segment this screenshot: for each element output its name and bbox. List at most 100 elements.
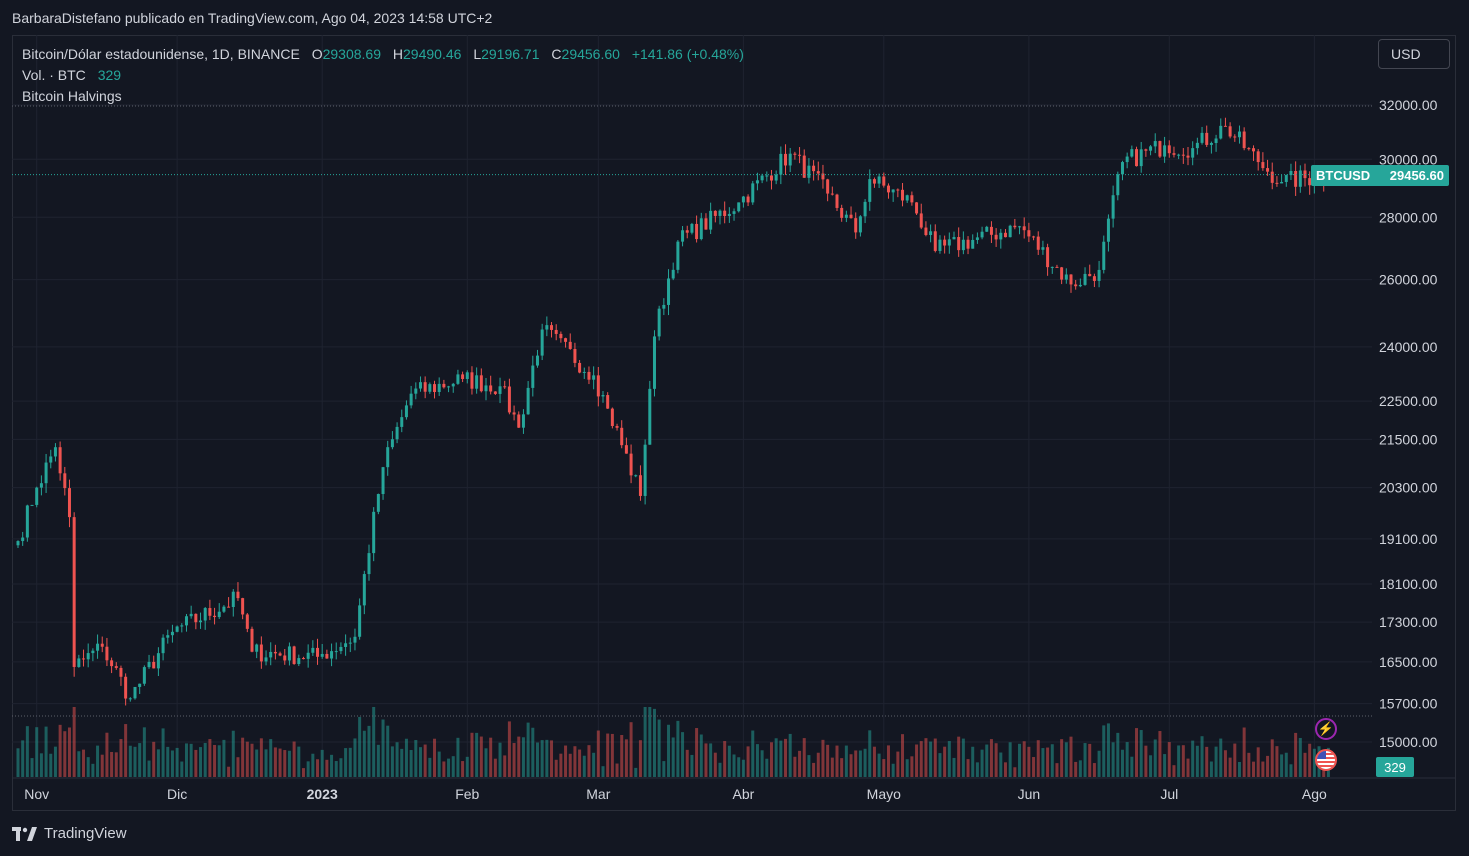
candle-body (404, 405, 408, 418)
candle-body (929, 231, 933, 235)
volume-bar (947, 741, 951, 777)
candle-body (634, 475, 638, 477)
volume-bar (854, 750, 858, 777)
candle-body (849, 214, 853, 219)
volume-bar (568, 753, 572, 777)
volume-bar (765, 758, 769, 777)
volume-bar (222, 739, 226, 777)
volume-bar (858, 750, 862, 777)
candle-body (451, 383, 455, 387)
volume-bar (110, 751, 114, 777)
candle-body (1242, 131, 1246, 149)
volume-bar (404, 738, 408, 777)
volume-bar (1219, 738, 1223, 777)
candle-body (938, 239, 942, 251)
volume-bar (1228, 757, 1232, 777)
volume-bar (587, 745, 591, 777)
volume-bar (676, 720, 680, 777)
volume-bar (241, 737, 245, 777)
candle-body (802, 155, 806, 178)
volume-bar (695, 728, 699, 777)
price-chart[interactable]: 32000.00 30000.00 28000.00 26000.00 24000.00… (12, 35, 1456, 811)
volume-bar (1027, 746, 1031, 777)
volume-bar (1312, 748, 1316, 777)
candle-body (559, 333, 563, 339)
candle-body (667, 278, 671, 305)
candle-body (985, 226, 989, 232)
volume-bar (82, 749, 86, 777)
volume-bar (662, 761, 666, 777)
volume-bar (1195, 745, 1199, 777)
candle-body (774, 174, 778, 181)
volume-bar (386, 725, 390, 777)
candle-body (381, 467, 385, 495)
candle-body (826, 179, 830, 194)
candle-body (540, 329, 544, 356)
candle-body (320, 653, 324, 657)
volume-bar (334, 761, 338, 777)
candle-body (765, 175, 769, 177)
candle-body (128, 698, 132, 700)
candle-body (100, 643, 104, 647)
volume-bar (414, 740, 418, 777)
volume-bar (924, 738, 928, 777)
candle-body (531, 365, 535, 388)
price-label-value: 29456.60 (1389, 168, 1444, 183)
legend-indicator[interactable]: Bitcoin Halvings (22, 88, 122, 104)
legend-volume-label[interactable]: Vol. · BTC (22, 67, 86, 83)
x-tick-label: Abr (733, 786, 755, 802)
candle-body (91, 650, 95, 654)
volume-bar (1111, 742, 1115, 777)
candle-body (709, 210, 713, 230)
candle-body (854, 218, 858, 233)
volume-bar (1050, 744, 1054, 777)
candle-body (456, 374, 460, 384)
volume-bar (39, 753, 43, 777)
y-tick-label: 24000.00 (1379, 339, 1438, 355)
volume-bar (409, 750, 413, 777)
candle-body (695, 223, 699, 240)
volume-bar (821, 739, 825, 777)
volume-bar (671, 737, 675, 777)
volume-bar (961, 738, 965, 777)
volume-bar (545, 739, 549, 777)
candle-body (1275, 182, 1279, 184)
volume-bar (339, 758, 343, 777)
legend-symbol[interactable]: Bitcoin/Dólar estadounidense, 1D, BINANC… (22, 46, 300, 62)
candle-body (1125, 156, 1129, 163)
y-tick-label: 21500.00 (1379, 431, 1438, 447)
candle-body (1097, 269, 1101, 281)
volume-bar (1247, 752, 1251, 777)
volume-bar (86, 757, 90, 777)
candle-body (1050, 266, 1054, 268)
candle-body (489, 385, 493, 392)
legend-open: 29308.69 (322, 46, 381, 62)
candle-body (1294, 170, 1298, 187)
tradingview-logo[interactable]: TradingView (12, 825, 127, 842)
candle-body (620, 427, 624, 446)
flash-icon[interactable]: ⚡ (1315, 718, 1337, 740)
candle-body (287, 646, 291, 661)
candle-body (568, 341, 572, 349)
us-flag-icon[interactable] (1315, 749, 1337, 771)
volume-bar (1237, 761, 1241, 777)
volume-bar (685, 749, 689, 777)
volume-bar (877, 753, 881, 777)
candle-body (681, 230, 685, 242)
candle-body (952, 237, 956, 240)
candle-body (273, 651, 277, 654)
candle-body (980, 231, 984, 238)
candle-body (517, 414, 521, 428)
volume-bar (273, 747, 277, 777)
candle-body (353, 636, 357, 643)
volume-bar (1092, 763, 1096, 777)
volume-bar (933, 738, 937, 777)
volume-bar (91, 763, 95, 777)
currency-button[interactable]: USD (1378, 39, 1450, 69)
x-tick-label: Jul (1160, 786, 1178, 802)
volume-bar (1036, 740, 1040, 777)
candle-body (1223, 125, 1227, 127)
volume-bar (283, 750, 287, 777)
volume-bar (1205, 746, 1209, 777)
volume-bar (105, 732, 109, 777)
